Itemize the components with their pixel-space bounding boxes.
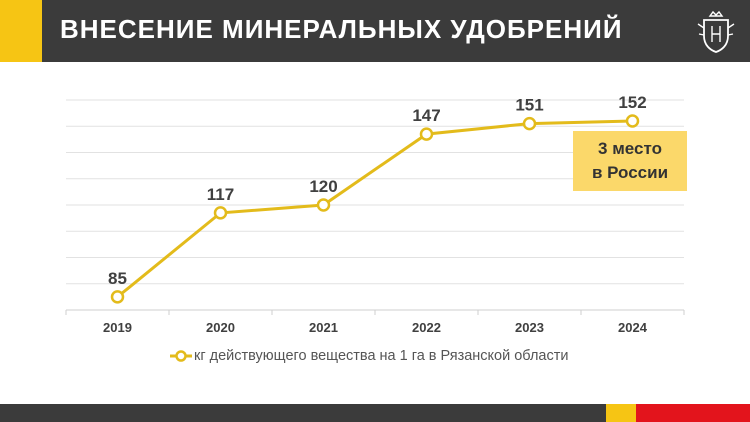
x-tick-label: 2019: [103, 320, 132, 335]
x-tick-label: 2023: [515, 320, 544, 335]
x-axis: [65, 309, 685, 315]
data-label: 151: [515, 96, 543, 115]
data-point: [419, 127, 434, 141]
header-accent: [0, 0, 42, 62]
data-label: 147: [412, 106, 440, 125]
data-label: 120: [309, 177, 337, 196]
rank-callout: 3 место в России: [573, 131, 687, 191]
data-labels: 85 117 120 147 151 152: [108, 93, 647, 288]
x-tick-label: 2020: [206, 320, 235, 335]
page-title: ВНЕСЕНИЕ МИНЕРАЛЬНЫХ УДОБРЕНИЙ: [60, 14, 623, 44]
data-point: [110, 290, 125, 304]
data-point: [625, 114, 640, 128]
coat-of-arms-icon: [697, 10, 735, 53]
x-tick-labels: 2019 2020 2021 2022 2023 2024: [103, 320, 648, 335]
x-tick-label: 2021: [309, 320, 338, 335]
callout-line-1: 3 место: [598, 139, 662, 158]
footer-bar: [0, 404, 750, 422]
header-bar: [0, 0, 750, 62]
x-tick-label: 2022: [412, 320, 441, 335]
series-line: [116, 119, 633, 299]
chart-legend: кг действующего вещества на 1 га в Рязан…: [170, 344, 568, 368]
chart-grid: [66, 99, 684, 285]
callout-line-2: в России: [591, 163, 669, 182]
legend-label: кг действующего вещества на 1 га в Рязан…: [194, 348, 569, 364]
data-point: [316, 198, 331, 212]
line-chart: 2019 2020 2021 2022 2023 2024 85 117 120 147 151 1…: [65, 93, 685, 335]
data-point: [522, 116, 537, 131]
data-label: 85: [108, 269, 127, 288]
data-label: 117: [207, 185, 234, 204]
x-tick-label: 2024: [618, 320, 648, 335]
footer-accent-red: [636, 404, 750, 422]
legend-marker-icon: [170, 350, 192, 362]
data-point: [213, 206, 228, 220]
data-label: 152: [618, 93, 646, 112]
series-points: [110, 114, 640, 304]
footer-accent-yellow: [606, 404, 636, 422]
